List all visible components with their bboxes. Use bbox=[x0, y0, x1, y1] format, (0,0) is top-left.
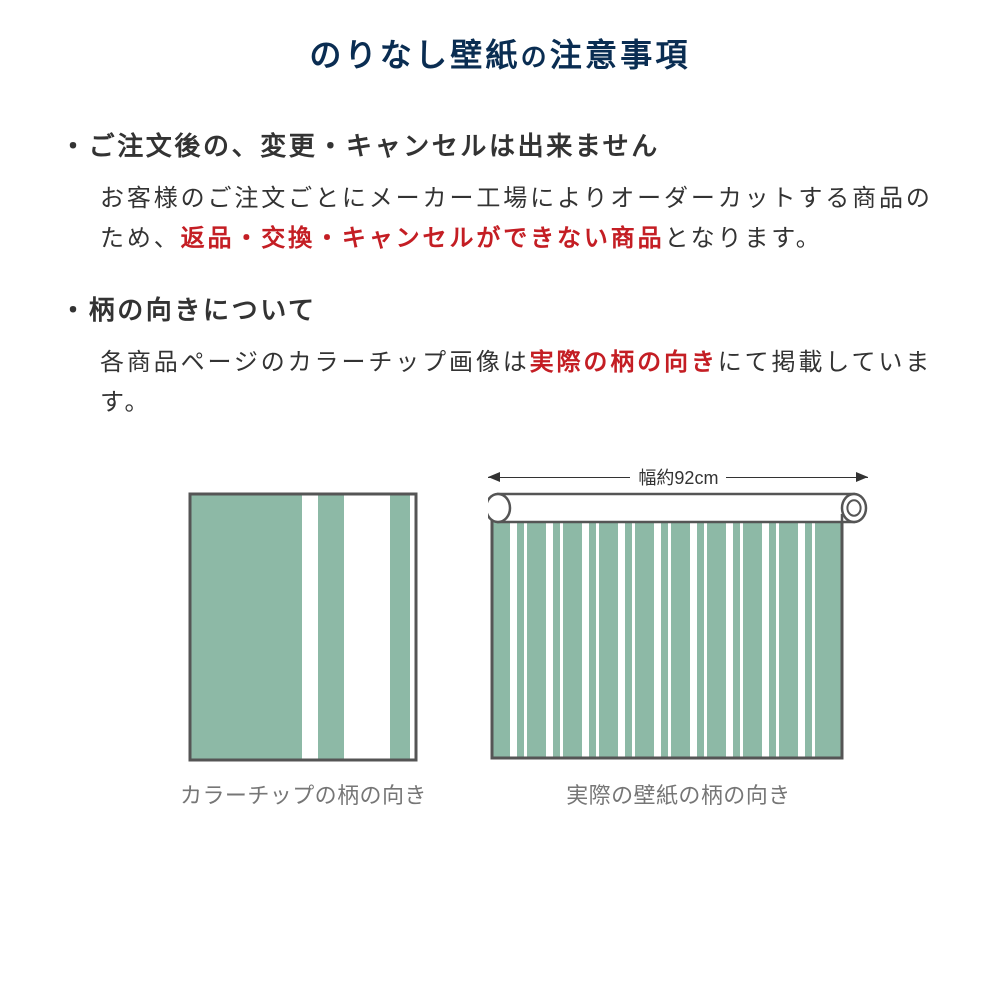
section-pattern-body-pre: 各商品ページのカラーチップ画像は bbox=[100, 349, 530, 376]
roll-caption: 実際の壁紙の柄の向き bbox=[566, 778, 790, 810]
page-title: のりなし壁紙の注意事項 bbox=[60, 30, 940, 76]
roll-diagram bbox=[488, 492, 868, 762]
title-sub: の bbox=[521, 42, 550, 72]
section-cancel-heading: ・ご注文後の、変更・キャンセルは出来ません bbox=[60, 126, 940, 163]
section-pattern-body-red: 実際の柄の向き bbox=[530, 349, 718, 376]
section-pattern: ・柄の向きについて 各商品ページのカラーチップ画像は実際の柄の向きにて掲載してい… bbox=[60, 290, 940, 422]
section-pattern-heading: ・柄の向きについて bbox=[60, 290, 940, 327]
diagram-row: カラーチップの柄の向き 幅約92cm 実際の壁紙の柄の向き bbox=[60, 454, 940, 810]
section-cancel-body-post: となります。 bbox=[664, 225, 822, 252]
diagram-roll-col: 幅約92cm 実際の壁紙の柄の向き bbox=[467, 464, 890, 810]
section-cancel-body: お客様のご注文ごとにメーカー工場によりオーダーカットする商品のため、返品・交換・… bbox=[60, 179, 940, 258]
section-cancel: ・ご注文後の、変更・キャンセルは出来ません お客様のご注文ごとにメーカー工場によ… bbox=[60, 126, 940, 258]
chip-caption: カラーチップの柄の向き bbox=[180, 778, 427, 810]
arrow-right-icon bbox=[726, 477, 868, 478]
arrow-left-icon bbox=[488, 477, 630, 478]
roll-width-arrow-row: 幅約92cm bbox=[488, 464, 868, 490]
roll-width-label: 幅約92cm bbox=[638, 464, 718, 490]
title-main-1: のりなし壁紙 bbox=[309, 37, 520, 73]
diagram-chip-col: カラーチップの柄の向き bbox=[180, 492, 427, 810]
section-cancel-body-red: 返品・交換・キャンセルができない商品 bbox=[181, 225, 665, 252]
chip-diagram bbox=[188, 492, 418, 762]
section-pattern-body: 各商品ページのカラーチップ画像は実際の柄の向きにて掲載しています。 bbox=[60, 343, 940, 422]
title-main-2: 注意事項 bbox=[550, 37, 691, 73]
